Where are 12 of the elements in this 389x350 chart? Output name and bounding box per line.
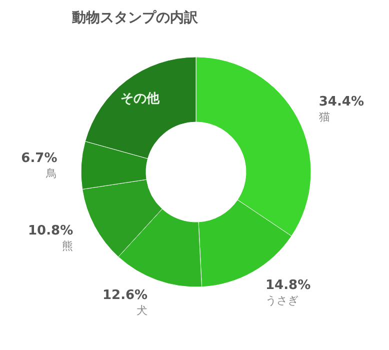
slice-label: 鳥 [45,166,58,180]
slice-label: 熊 [62,239,74,252]
slice-label: うさぎ [266,294,299,308]
chart-title: 動物スタンプの内訳 [71,9,199,26]
data-label: 14.8% [266,278,311,294]
data-label: 34.4% [318,94,364,110]
data-label: 10.8% [28,223,74,238]
slice-label: その他 [120,91,160,106]
slice-label: 猫 [318,110,330,124]
data-label: 12.6% [102,288,148,303]
slice-label: 犬 [136,304,148,317]
data-label: 6.7% [21,150,58,166]
